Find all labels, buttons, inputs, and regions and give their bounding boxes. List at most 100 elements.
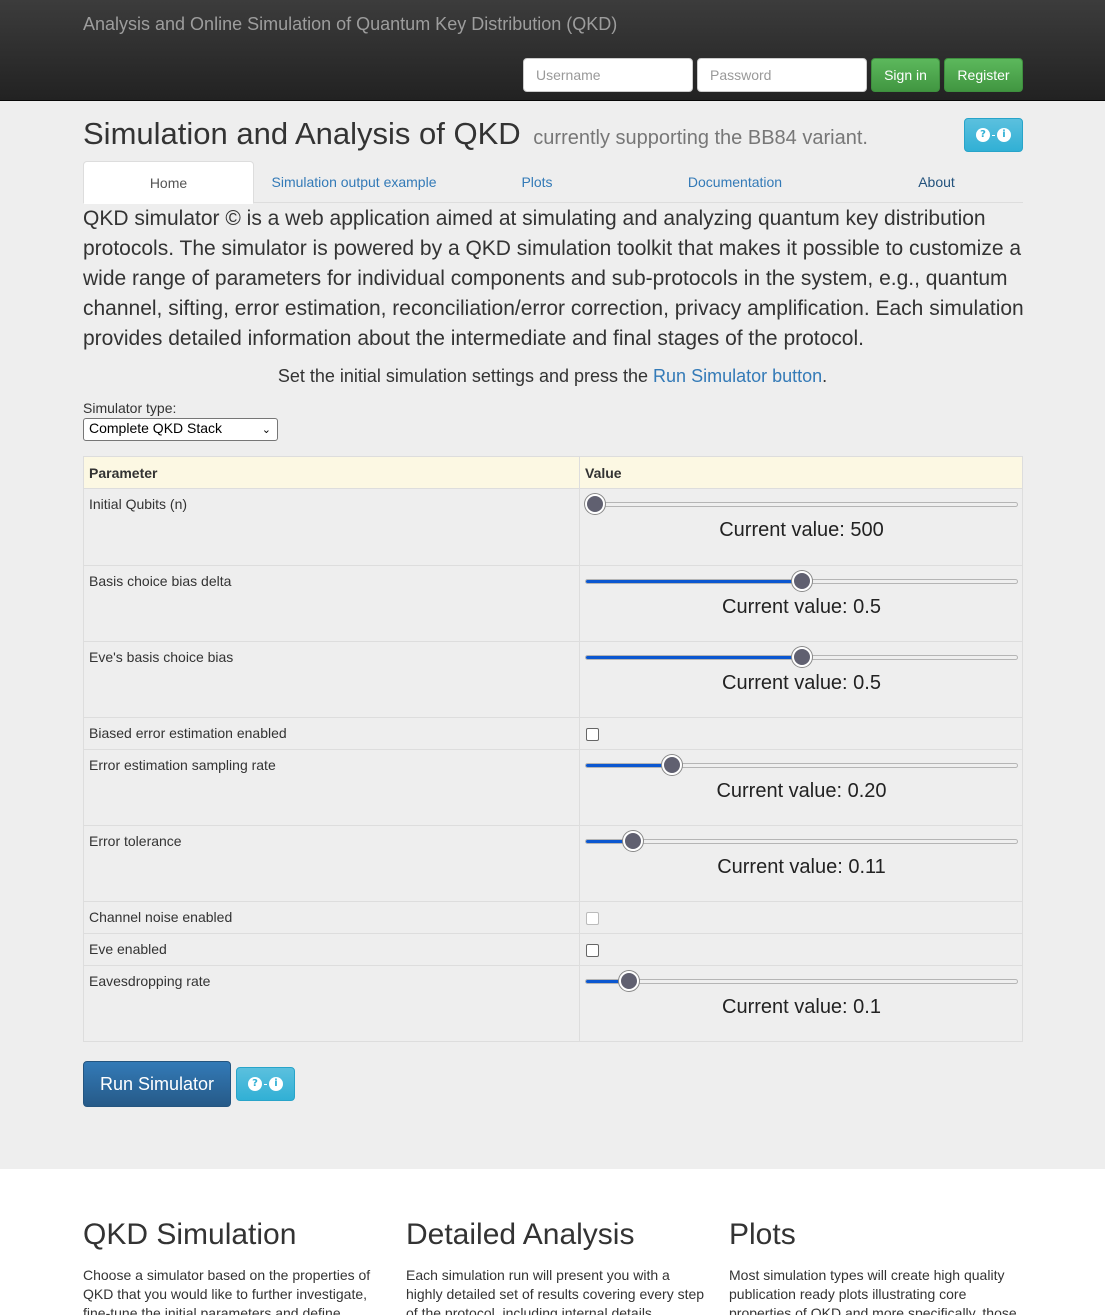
param-value-cell (579, 718, 1023, 749)
simulator-type-select[interactable]: Complete QKD Stack ⌄ (83, 418, 278, 441)
feature-title: Plots (729, 1218, 796, 1251)
slider-error-tolerance[interactable] (585, 831, 1018, 851)
slider-initial-qubits-n[interactable] (584, 494, 1018, 514)
help-info-button[interactable]: ? i (964, 118, 1023, 152)
param-value-cell (579, 934, 1023, 965)
simulator-type-label: Simulator type: (83, 400, 177, 416)
current-value-label: Current value: 0.5 (722, 596, 881, 618)
slider-thumb[interactable] (662, 755, 683, 775)
feature-text: Most simulation types will create high q… (729, 1267, 1017, 1315)
question-icon: ? (248, 1077, 262, 1091)
table-row: Eavesdropping rate Current value: 0.1 (84, 965, 1022, 1041)
param-name-channel-noise-enabled: Channel noise enabled (89, 909, 233, 925)
tab-plots[interactable]: Plots (521, 174, 553, 190)
feature-text: Each simulation run will present you wit… (406, 1267, 705, 1315)
dash-separator (992, 134, 995, 136)
intro-paragraph: QKD simulator © is a web application aim… (83, 207, 1024, 350)
slider-error-estimation-sampling-rate[interactable] (585, 755, 1018, 775)
param-value-cell (579, 902, 1023, 933)
slider-fill (586, 580, 802, 583)
tab-about[interactable]: About (918, 174, 955, 190)
slider-thumb[interactable] (623, 831, 644, 851)
current-value-label: Current value: 0.1 (722, 996, 881, 1018)
param-value-cell: Current value: 0.5 (579, 566, 1023, 641)
run-simulator-button[interactable]: Run Simulator (83, 1061, 231, 1107)
password-input[interactable] (697, 58, 867, 92)
table-row: Eve's basis choice bias Current value: 0.… (84, 641, 1022, 717)
slider-thumb[interactable] (584, 494, 605, 514)
table-row: Channel noise enabled (84, 901, 1022, 933)
table-row: Eve enabled (84, 933, 1022, 965)
username-input[interactable] (523, 58, 693, 92)
slider-basis-choice-bias-delta[interactable] (585, 571, 1018, 591)
slider-fill (586, 764, 673, 767)
param-value-cell: Current value: 0.20 (579, 750, 1023, 825)
param-name-error-tolerance: Error tolerance (89, 833, 182, 849)
tab-documentation[interactable]: Documentation (687, 174, 783, 190)
column-header-value: Value (579, 457, 1023, 488)
table-row: Basis choice bias delta Current value: 0.… (84, 565, 1022, 641)
slider-eve-s-basis-choice-bias[interactable] (585, 647, 1018, 667)
table-row: Error estimation sampling rate Current va… (84, 749, 1022, 825)
tab-home[interactable]: Home (83, 161, 254, 204)
navbar-brand[interactable]: Analysis and Online Simulation of Quantu… (83, 14, 618, 34)
param-name-eve-s-basis-choice-bias: Eve's basis choice bias (89, 649, 234, 665)
current-value-label: Current value: 500 (719, 519, 884, 541)
param-name-basis-choice-bias-delta: Basis choice bias delta (89, 573, 232, 589)
instruction-text: Set the initial simulation settings and … (0, 366, 1105, 387)
feature-title: QKD Simulation (83, 1218, 297, 1251)
param-name-eve-enabled: Eve enabled (89, 941, 167, 957)
question-icon: ? (976, 128, 990, 142)
page-title: Simulation and Analysis of QKD currently… (83, 116, 868, 152)
table-header-row: Parameter Value (84, 457, 1022, 489)
param-value-cell: Current value: 0.5 (579, 642, 1023, 717)
sign-in-button[interactable]: Sign in (871, 58, 940, 92)
run-help-info-button[interactable]: ? i (236, 1067, 295, 1101)
info-icon: i (269, 1077, 283, 1091)
param-name-initial-qubits-n: Initial Qubits (n) (89, 496, 188, 512)
feature-title: Detailed Analysis (406, 1218, 635, 1251)
instruction-prefix: Set the initial simulation settings and … (277, 366, 654, 386)
column-header-parameter: Parameter (89, 465, 158, 481)
table-row: Initial Qubits (n) Current value: 500 (84, 489, 1022, 565)
checkbox-eve-enabled[interactable] (586, 944, 599, 957)
feature-plots: Plots Most simulation types will create … (729, 1218, 1029, 1315)
param-name-biased-error-estimation-enabled: Biased error estimation enabled (89, 725, 287, 741)
tab-simulation-output-example[interactable]: Simulation output example (271, 174, 437, 190)
slider-fill (586, 840, 634, 843)
slider-thumb[interactable] (619, 971, 640, 991)
parameter-table: Parameter Value Initial Qubits (n) Curren… (83, 456, 1023, 1042)
current-value-label: Current value: 0.20 (716, 780, 887, 802)
features-section (0, 1169, 1105, 1315)
page-title-text: Simulation and Analysis of QKD (83, 116, 521, 151)
slider-fill (586, 656, 802, 659)
checkbox-biased-error-estimation-enabled[interactable] (586, 728, 599, 741)
current-value-label: Current value: 0.11 (717, 856, 886, 878)
slider-eavesdropping-rate[interactable] (585, 971, 1018, 991)
chevron-down-icon: ⌄ (261, 424, 271, 436)
run-simulator-link[interactable]: Run Simulator button (653, 366, 823, 386)
table-row: Biased error estimation enabled (84, 717, 1022, 749)
feature-qkd-simulation: QKD Simulation Choose a simulator based … (83, 1218, 383, 1315)
param-value-cell: Current value: 500 (579, 489, 1023, 565)
top-navbar: Analysis and Online Simulation of Quantu… (0, 0, 1105, 101)
param-value-cell: Current value: 0.1 (579, 966, 1023, 1041)
slider-thumb[interactable] (791, 571, 812, 591)
table-row: Error tolerance Current value: 0.11 (84, 825, 1022, 901)
feature-detailed-analysis: Detailed Analysis Each simulation run wi… (406, 1218, 706, 1315)
instruction-suffix: . (822, 366, 828, 386)
checkbox-channel-noise-enabled (586, 912, 599, 925)
parameter-rows: Initial Qubits (n) Current value: 500 Basi… (84, 489, 1022, 1041)
main-tabs: Home Simulation output example Plots Doc… (83, 161, 1023, 204)
slider-thumb[interactable] (791, 647, 812, 667)
page-subtitle: currently supporting the BB84 variant. (533, 127, 868, 149)
slider-fill (586, 980, 630, 983)
param-value-cell: Current value: 0.11 (579, 826, 1023, 901)
simulator-type-value: Complete QKD Stack (89, 420, 223, 436)
param-name-eavesdropping-rate: Eavesdropping rate (89, 973, 211, 989)
info-icon: i (997, 128, 1011, 142)
register-button[interactable]: Register (944, 58, 1023, 92)
param-name-error-estimation-sampling-rate: Error estimation sampling rate (89, 757, 276, 773)
dash-separator (264, 1083, 267, 1085)
current-value-label: Current value: 0.5 (722, 672, 881, 694)
